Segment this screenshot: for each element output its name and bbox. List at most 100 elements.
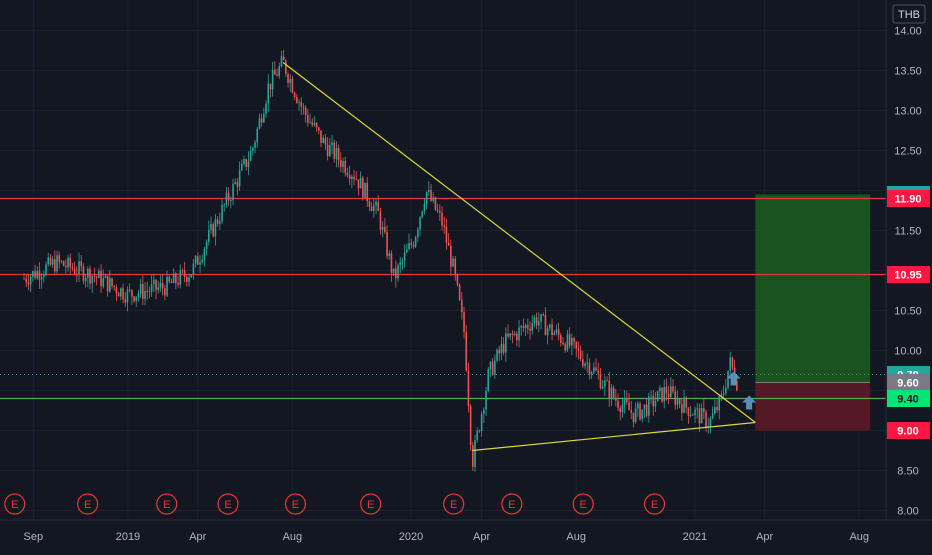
candle-body: [331, 142, 333, 146]
earnings-marker[interactable]: E: [360, 493, 382, 515]
up-arrow-icon[interactable]: [742, 395, 757, 410]
earnings-marker-circle: [572, 493, 594, 515]
candle-body: [551, 324, 553, 336]
candle-body: [357, 179, 360, 189]
up-arrow-icon[interactable]: [726, 371, 741, 386]
candle-body: [491, 361, 494, 375]
candle-body: [27, 282, 30, 285]
x-tick-label: 2021: [683, 531, 707, 543]
candle-body: [480, 413, 483, 432]
loss-zone[interactable]: [755, 382, 871, 431]
trendlines[interactable]: [282, 62, 756, 452]
support-price-tag: [887, 390, 930, 407]
candle-body: [406, 249, 408, 253]
candle-body: [582, 359, 584, 367]
candle-body: [203, 249, 206, 260]
trendline-descending[interactable]: [282, 62, 756, 423]
candle-body: [282, 56, 285, 61]
candle-body: [69, 257, 72, 268]
arrow-markers[interactable]: [726, 371, 757, 410]
long-position-tool[interactable]: [755, 194, 871, 431]
earnings-marker[interactable]: E: [501, 493, 523, 515]
candle-body: [546, 328, 549, 336]
candle-body: [258, 118, 261, 129]
time-axis-background[interactable]: [0, 520, 886, 550]
candle-body: [465, 332, 468, 371]
earnings-marker[interactable]: E: [443, 493, 465, 515]
candle-body: [617, 400, 619, 408]
candle-body: [106, 275, 109, 292]
candle-body: [388, 253, 391, 257]
earnings-marker[interactable]: E: [284, 493, 307, 515]
candle-body: [126, 289, 129, 303]
candle-body: [243, 159, 245, 164]
support-price-label: 9.40: [897, 394, 918, 406]
candle-body: [496, 349, 498, 361]
candle-body: [436, 209, 439, 212]
earnings-marker[interactable]: E: [643, 493, 666, 515]
candle-body: [494, 360, 496, 375]
y-tick-label: 14.00: [894, 26, 922, 38]
candle-body: [256, 128, 259, 143]
candle-body: [467, 370, 470, 407]
candle-body: [87, 268, 89, 278]
candle-body: [469, 406, 472, 445]
earnings-marker[interactable]: E: [4, 493, 26, 515]
candle-body: [703, 407, 705, 412]
candle-body: [60, 261, 63, 263]
candle-body: [307, 115, 309, 123]
candle-body: [36, 270, 39, 279]
candle-body: [454, 258, 457, 275]
x-tick-label: Apr: [189, 531, 206, 543]
candle-body: [346, 172, 349, 176]
candle-body: [718, 396, 721, 411]
candle-body: [221, 204, 223, 222]
profit-zone[interactable]: [755, 194, 871, 383]
candle-body: [329, 145, 331, 157]
candle-body: [175, 273, 177, 283]
candle-body: [683, 397, 685, 413]
candle-body: [736, 381, 738, 390]
candle-body: [100, 270, 102, 287]
candle-body: [555, 329, 558, 333]
candle-body: [500, 344, 503, 354]
candle-body: [120, 288, 122, 297]
candle-body: [716, 407, 718, 411]
trendline-ascending[interactable]: [472, 421, 756, 452]
earnings-marker[interactable]: E: [572, 493, 594, 515]
currency-badge[interactable]: [892, 4, 926, 24]
earnings-marker[interactable]: E: [77, 493, 99, 515]
candle-body: [414, 237, 417, 247]
horizontal-lines[interactable]: [0, 197, 886, 400]
price-axis[interactable]: 8.008.509.009.5010.0010.5011.0011.5012.0…: [887, 26, 930, 518]
candle-body: [502, 344, 505, 353]
candle-body: [674, 391, 677, 405]
candle-body: [573, 338, 575, 342]
candle-body: [186, 276, 188, 282]
candle-body: [25, 278, 28, 283]
candle-body: [588, 362, 591, 375]
candle-body: [577, 348, 580, 351]
candle-body: [659, 387, 661, 392]
candle-body: [425, 192, 428, 204]
candle-body: [190, 274, 193, 278]
candle-body: [439, 211, 441, 213]
time-axis[interactable]: Sep 2019 Apr Aug 2020 Apr Aug 2021 Apr Aug: [24, 531, 869, 543]
candle-body: [247, 160, 250, 168]
earnings-marker[interactable]: E: [156, 493, 178, 515]
earnings-marker[interactable]: E: [217, 493, 239, 515]
candle-body: [652, 395, 655, 407]
candle-body: [335, 148, 338, 159]
candle-body: [144, 290, 146, 299]
candle-body: [113, 285, 116, 288]
candle-body: [560, 335, 562, 343]
candle-body: [648, 396, 650, 416]
candle-body: [463, 312, 465, 333]
candle-body: [643, 404, 646, 410]
candle-body: [238, 170, 241, 187]
candle-body: [621, 405, 624, 413]
candle-body: [311, 122, 314, 125]
